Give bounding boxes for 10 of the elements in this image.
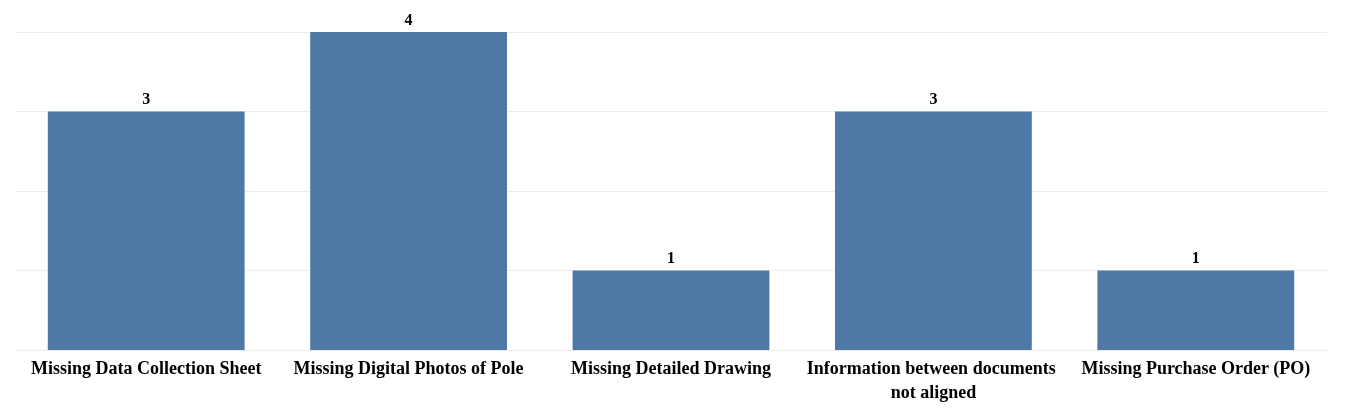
- data-label: 1: [667, 249, 675, 266]
- data-label: 3: [142, 90, 151, 107]
- data-label: 3: [929, 90, 938, 107]
- x-tick-label: Missing Detailed Drawing: [571, 358, 771, 378]
- data-label: 1: [1191, 249, 1200, 266]
- x-tick-label: Missing Data Collection Sheet: [30, 358, 262, 378]
- x-tick-label: Missing Digital Photos of Pole: [293, 358, 524, 378]
- x-tick-label: Missing Purchase Order (PO): [1081, 358, 1311, 379]
- x-tick-label: Information between documents not aligned: [806, 358, 1061, 402]
- data-label: 4: [404, 10, 413, 28]
